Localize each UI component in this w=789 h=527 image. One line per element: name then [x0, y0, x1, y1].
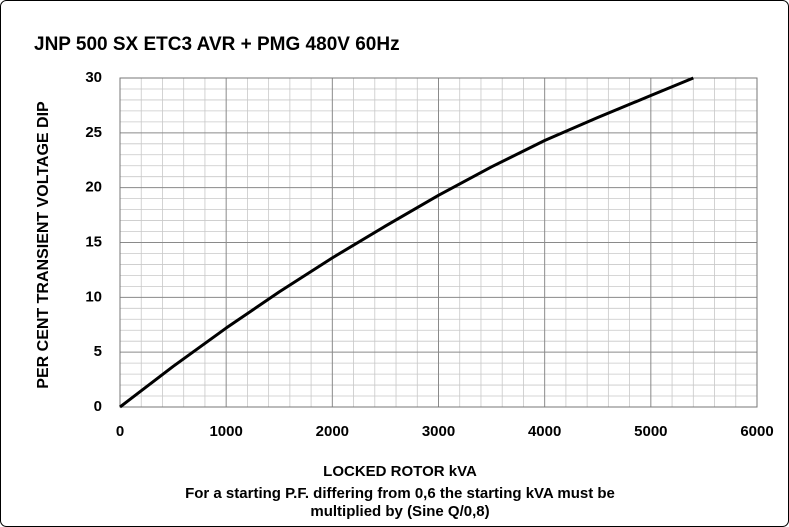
x-axis-label: LOCKED ROTOR kVA: [323, 463, 477, 480]
y-tick-label: 25: [85, 124, 102, 141]
y-tick-label: 5: [94, 343, 102, 360]
y-tick-label: 15: [85, 233, 102, 250]
y-tick-label: 30: [85, 69, 102, 86]
x-tick-label: 2000: [316, 423, 349, 440]
y-tick-label: 10: [85, 288, 102, 305]
note-line: For a starting P.F. differing from 0,6 t…: [185, 485, 615, 502]
y-axis-label: PER CENT TRANSIENT VOLTAGE DIP: [35, 101, 52, 389]
y-tick-label: 20: [85, 179, 102, 196]
curve: [119, 76, 694, 409]
x-tick-label: 5000: [634, 423, 667, 440]
y-tick-label: 0: [94, 398, 102, 415]
x-tick-label: 1000: [209, 423, 242, 440]
x-tick-label: 3000: [422, 423, 455, 440]
x-tick-label: 4000: [528, 423, 561, 440]
plot-border: [119, 77, 758, 408]
chart-title: JNP 500 SX ETC3 AVR + PMG 480V 60Hz: [34, 34, 400, 55]
x-tick-label: 0: [116, 423, 124, 440]
note-line: multiplied by (Sine Q/0,8): [310, 503, 489, 520]
x-tick-label: 6000: [740, 423, 773, 440]
